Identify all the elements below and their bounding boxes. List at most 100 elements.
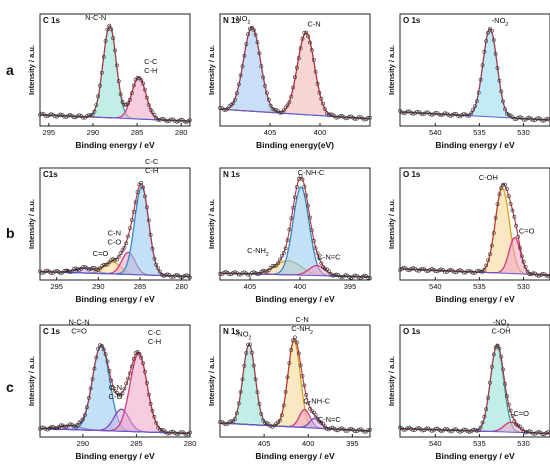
data-point: [516, 116, 521, 120]
data-point: [473, 104, 477, 109]
x-tick-label: 280: [175, 128, 188, 137]
peak-label: C-N: [108, 228, 121, 237]
data-point: [249, 350, 254, 355]
data-point: [461, 112, 466, 117]
data-point: [73, 115, 78, 120]
data-point: [129, 218, 134, 222]
data-point: [128, 97, 132, 102]
data-point: [103, 352, 108, 357]
data-point: [405, 267, 410, 272]
panel-title: N 1s: [223, 170, 240, 179]
data-point: [488, 26, 492, 31]
data-point: [465, 269, 470, 274]
data-point: [146, 103, 151, 107]
data-point: [317, 90, 322, 95]
data-point: [240, 377, 245, 382]
data-point: [291, 205, 296, 210]
data-point: [497, 346, 502, 351]
data-point: [426, 269, 431, 274]
data-point: [148, 401, 153, 406]
data-point: [272, 423, 277, 428]
data-point: [51, 425, 56, 429]
x-tick-label: 400: [302, 439, 315, 448]
data-point: [446, 268, 451, 273]
panel-title: N 1s: [223, 327, 240, 336]
peak-label: C-OH: [491, 327, 510, 336]
data-point: [405, 109, 410, 114]
data-point: [77, 113, 82, 118]
data-point: [88, 113, 93, 118]
data-point: [304, 392, 309, 397]
data-point: [353, 117, 357, 121]
data-point: [426, 426, 431, 431]
data-point: [53, 426, 57, 431]
data-point: [218, 271, 222, 276]
data-point: [133, 200, 138, 205]
peak-label: C-H: [144, 66, 157, 75]
data-point: [495, 202, 500, 207]
data-point: [221, 270, 226, 275]
data-point: [276, 261, 281, 266]
data-point: [503, 182, 507, 187]
data-point: [504, 111, 509, 116]
data-point: [107, 368, 112, 373]
data-point: [486, 396, 491, 400]
peak-label: π→π*: [48, 426, 64, 432]
data-point: [174, 119, 179, 124]
x-axis-label: Binding energy / eV: [435, 451, 515, 461]
data-point: [174, 272, 179, 277]
data-point: [489, 28, 494, 33]
x-tick-label: 295: [43, 128, 56, 137]
data-point: [238, 73, 243, 78]
data-point: [334, 115, 339, 120]
data-point: [233, 417, 237, 422]
x-tick-label: 535: [473, 282, 486, 291]
data-point: [362, 273, 367, 278]
data-point: [486, 30, 491, 35]
data-point: [83, 413, 87, 417]
data-point: [43, 269, 48, 274]
data-point: [315, 81, 320, 86]
data-point: [186, 119, 191, 124]
data-point: [118, 251, 123, 256]
data-point: [446, 428, 451, 433]
data-point: [533, 431, 537, 436]
x-tick-label: 395: [346, 439, 359, 448]
data-point: [251, 270, 256, 275]
row-label-b: b: [6, 225, 15, 241]
data-point: [516, 423, 521, 428]
data-point: [291, 338, 296, 343]
data-point: [156, 425, 161, 430]
data-point: [480, 269, 485, 274]
data-point: [437, 268, 442, 273]
peak-label: C-NH2: [247, 246, 269, 258]
data-point: [272, 264, 277, 268]
data-point: [520, 426, 524, 431]
x-tick-label: 535: [473, 439, 486, 448]
data-point: [516, 234, 521, 239]
x-tick-label: 395: [344, 282, 357, 291]
data-point: [424, 268, 429, 273]
data-point: [326, 269, 331, 274]
x-tick-label: 285: [130, 439, 143, 448]
data-point: [64, 424, 69, 429]
data-point: [304, 30, 309, 35]
data-point: [478, 425, 483, 430]
data-point: [98, 343, 102, 348]
data-point: [105, 359, 110, 364]
data-point: [467, 268, 472, 273]
data-point: [270, 424, 275, 429]
data-point: [96, 94, 101, 99]
data-point: [169, 117, 174, 122]
data-point: [103, 262, 108, 267]
data-point: [66, 113, 71, 118]
data-point: [92, 366, 97, 371]
data-point: [478, 77, 483, 82]
data-point: [300, 374, 305, 378]
peak-label: C=O: [513, 409, 529, 418]
data-point: [66, 269, 71, 274]
data-point: [300, 177, 305, 182]
data-point: [302, 31, 307, 35]
